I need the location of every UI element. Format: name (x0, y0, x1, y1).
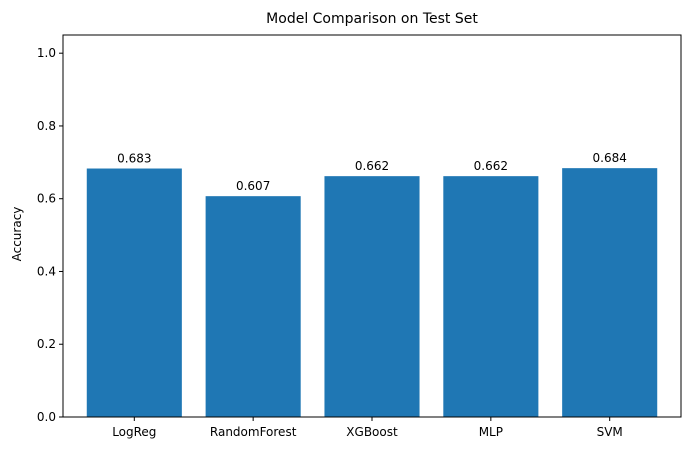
bar-logreg (86, 168, 182, 417)
x-tick-label-logreg: LogReg (112, 425, 156, 439)
data-label-randomforest: 0.607 (236, 179, 270, 193)
y-tick-label: 0.0 (37, 410, 56, 424)
y-tick-label: 0.6 (37, 192, 56, 206)
data-label-svm: 0.684 (593, 151, 627, 165)
y-tick-label: 0.2 (37, 337, 56, 351)
y-tick-label: 0.8 (37, 119, 56, 133)
x-tick-label-randomforest: RandomForest (210, 425, 297, 439)
data-label-logreg: 0.683 (117, 152, 151, 166)
bar-svm (562, 168, 658, 417)
bar-mlp (443, 176, 539, 417)
plot-frame (62, 34, 682, 418)
y-tick-label: 0.4 (37, 264, 56, 278)
bar-randomforest (205, 196, 301, 417)
chart-title: Model Comparison on Test Set (266, 11, 478, 27)
x-axis: LogReg RandomForest XGBoost MLP SVM (112, 417, 623, 439)
data-label-xgboost: 0.662 (355, 159, 389, 173)
y-axis: 0.0 0.2 0.4 0.6 0.8 1.0 (37, 46, 63, 424)
data-labels-group: 0.683 0.607 0.662 0.662 0.684 (117, 151, 627, 193)
data-label-mlp: 0.662 (474, 159, 508, 173)
y-axis-label: Accuracy (10, 207, 24, 262)
x-tick-label-svm: SVM (597, 425, 623, 439)
x-tick-label-mlp: MLP (479, 425, 503, 439)
x-tick-label-xgboost: XGBoost (346, 425, 398, 439)
bar-xgboost (324, 176, 420, 417)
y-tick-label: 1.0 (37, 46, 56, 60)
bars-group (86, 168, 658, 417)
